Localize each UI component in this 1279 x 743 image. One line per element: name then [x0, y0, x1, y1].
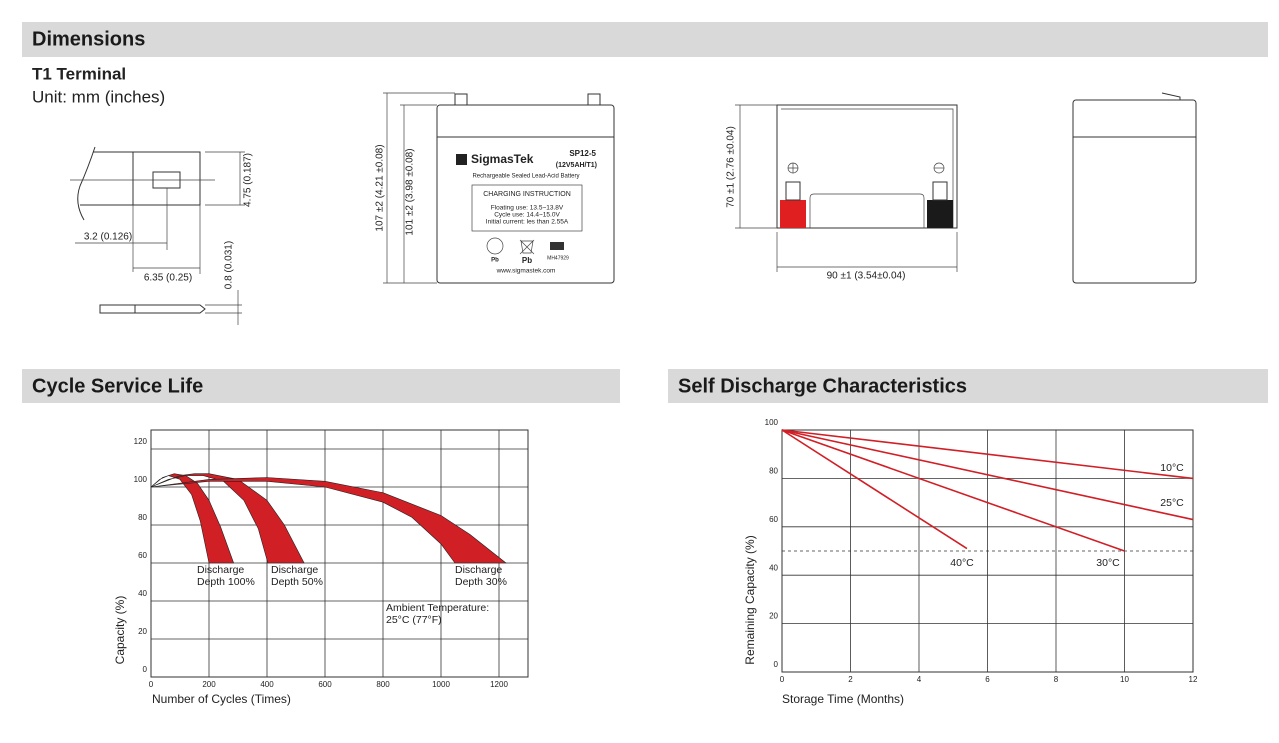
y-tick-label: 40 [769, 563, 778, 572]
x-tick-label: 12 [1189, 675, 1198, 684]
x-axis-label: Number of Cycles (Times) [152, 692, 291, 706]
x-tick-label: 10 [1120, 675, 1129, 684]
x-axis-label: Storage Time (Months) [782, 692, 904, 706]
dimension-label: 4.75 (0.187) [243, 153, 254, 207]
y-axis-label: Capacity (%) [113, 596, 127, 665]
x-tick-label: 0 [149, 680, 154, 689]
x-tick-label: 400 [260, 680, 274, 689]
x-tick-label: 1000 [432, 680, 450, 689]
website: www.sigmastek.com [496, 268, 556, 275]
side-view-drawing [1072, 92, 1197, 284]
discharge-band [150, 473, 305, 564]
x-tick-label: 2 [848, 675, 853, 684]
y-tick-label: 100 [134, 475, 148, 484]
series-label: 25°C [1160, 497, 1184, 509]
series-label: 40°C [950, 557, 974, 569]
x-tick-label: 6 [985, 675, 990, 684]
y-tick-label: 60 [769, 515, 778, 524]
dimension-label: 6.35 (0.25) [144, 273, 192, 284]
y-tick-label: 20 [769, 612, 778, 621]
top-view-drawing: 70 ±1 (2.76 ±0.04) 90 ±1 (3.54±0.04) [726, 104, 958, 282]
series-label: Discharge Depth 50% [271, 564, 323, 588]
recycle-mark: Pb [491, 258, 499, 264]
x-tick-label: 600 [318, 680, 332, 689]
instruction: Floating use: 13.5~13.8V [491, 205, 564, 212]
series-line [781, 429, 1194, 521]
series-line [781, 429, 1125, 552]
unit-note: Unit: mm (inches) [32, 87, 165, 106]
logo [456, 154, 467, 165]
discharge-band [150, 473, 235, 564]
y-tick-label: 80 [138, 513, 147, 522]
dimension-label: 0.8 (0.031) [224, 241, 235, 289]
y-tick-label: 0 [143, 665, 148, 674]
dimension-label: 107 ±2 (4.21 ±0.08) [375, 144, 386, 231]
y-tick-label: 60 [138, 551, 147, 560]
instruction: Initial current: les than 2.55A [486, 219, 569, 226]
series-line [781, 429, 968, 550]
series-line [781, 429, 1194, 480]
chart-title: Cycle Service Life [32, 375, 203, 397]
bin-mark: Pb [522, 256, 532, 265]
x-tick-label: 200 [202, 680, 216, 689]
instruction: Cycle use: 14.4~15.0V [494, 212, 560, 219]
section-header-bar [22, 22, 1268, 57]
section-heading: Dimensions [32, 28, 145, 50]
series-label: 30°C [1096, 557, 1120, 569]
y-tick-label: 120 [134, 437, 148, 446]
front-view-drawing: 107 ±2 (4.21 ±0.08) 101 ±2 (3.98 ±0.08) … [375, 92, 615, 284]
x-tick-label: 800 [376, 680, 390, 689]
series-label: Discharge Depth 100% [197, 564, 255, 588]
description: Rechargeable Sealed Lead-Acid Battery [472, 174, 579, 180]
y-axis-label: Remaining Capacity (%) [743, 535, 757, 664]
y-tick-label: 100 [765, 418, 779, 427]
cert: MH47929 [547, 255, 569, 261]
series-label: Discharge Depth 30% [455, 564, 507, 588]
section-header-bar [668, 369, 1268, 403]
dimension-label: 70 ±1 (2.76 ±0.04) [726, 126, 737, 208]
annotation: Ambient Temperature: 25°C (77°F) [386, 602, 490, 626]
discharge-band [150, 477, 507, 564]
dimension-label: 90 ±1 (3.54±0.04) [827, 271, 906, 282]
chart-title: Self Discharge Characteristics [678, 375, 967, 397]
y-tick-label: 20 [138, 627, 147, 636]
brand: SigmasTek [471, 152, 534, 166]
dimension-label: 101 ±2 (3.98 ±0.08) [405, 148, 416, 235]
rating: (12V5AH/T1) [556, 162, 597, 169]
terminal-title: T1 Terminal [32, 64, 126, 83]
x-tick-label: 0 [780, 675, 785, 684]
dimension-label: 3.2 (0.126) [84, 232, 132, 243]
section-header-bar [22, 369, 620, 403]
x-tick-label: 1200 [490, 680, 508, 689]
terminal-drawing: 4.75 (0.187) 3.2 (0.126) 6.35 (0.25) 0.8… [70, 146, 254, 325]
instruction-title: CHARGING INSTRUCTION [483, 191, 571, 198]
x-tick-label: 4 [917, 675, 922, 684]
y-tick-label: 0 [774, 660, 779, 669]
y-tick-label: 40 [138, 589, 147, 598]
model: SP12-5 [569, 149, 596, 158]
series-label: 10°C [1160, 462, 1184, 474]
x-tick-label: 8 [1054, 675, 1059, 684]
y-tick-label: 80 [769, 467, 778, 476]
